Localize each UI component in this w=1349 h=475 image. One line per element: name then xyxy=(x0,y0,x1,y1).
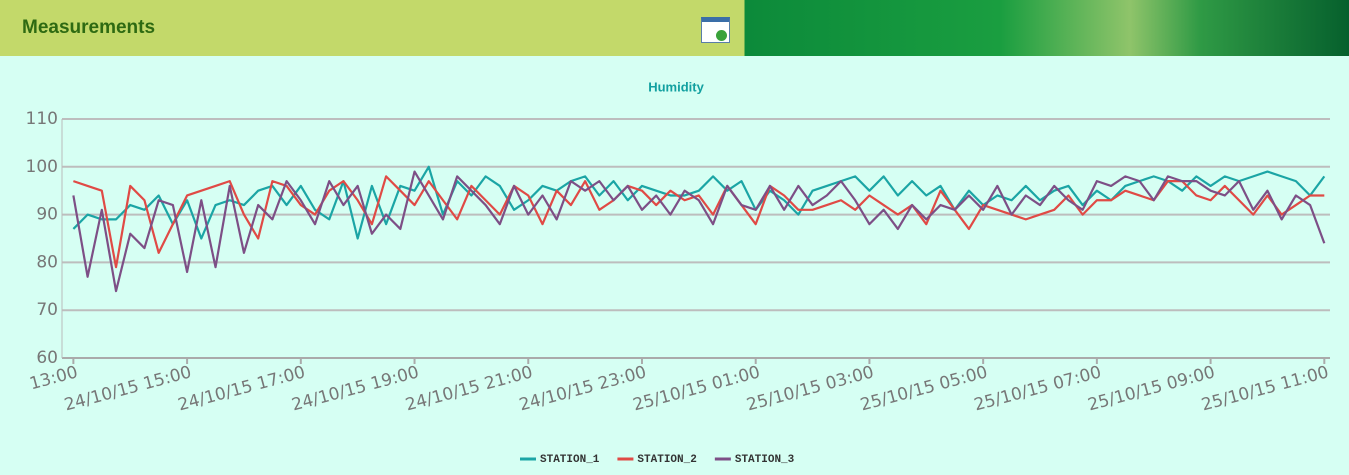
x-tick-label: 25/10/15 11:00 xyxy=(1199,362,1330,415)
export-button[interactable] xyxy=(701,17,730,43)
legend-label: STATION_3 xyxy=(735,454,795,466)
x-tick-label: 24/10/15 15:00 xyxy=(62,362,193,415)
page: Measurements Humidity 60 70 80 90 100 110 13:0… xyxy=(0,0,1349,475)
y-tick-label: 60 xyxy=(36,348,58,368)
legend-label: STATION_1 xyxy=(540,454,600,466)
y-tick-label: 80 xyxy=(36,252,58,272)
x-tick-label: 25/10/15 07:00 xyxy=(972,362,1103,415)
header-bar: Measurements xyxy=(0,0,1349,56)
x-tick-label: 25/10/15 05:00 xyxy=(858,362,989,415)
legend-label: STATION_2 xyxy=(637,454,696,466)
x-tick-label: 25/10/15 01:00 xyxy=(631,362,762,415)
x-tick-label: 24/10/15 19:00 xyxy=(290,362,421,415)
x-tick-label: 13:00 xyxy=(27,362,80,394)
x-tick-label: 25/10/15 09:00 xyxy=(1086,362,1217,415)
header-title: Measurements xyxy=(22,17,155,39)
y-tick-label: 90 xyxy=(36,205,58,225)
y-tick-label: 70 xyxy=(36,300,58,320)
y-tick-label: 110 xyxy=(26,109,58,129)
x-tick-label: 24/10/15 17:00 xyxy=(176,362,307,415)
chart-title: Humidity xyxy=(648,79,704,94)
x-tick-label: 24/10/15 21:00 xyxy=(403,362,534,415)
x-tick-label: 24/10/15 23:00 xyxy=(517,362,648,415)
y-tick-label: 100 xyxy=(26,157,58,177)
x-tick-label: 25/10/15 03:00 xyxy=(745,362,876,415)
